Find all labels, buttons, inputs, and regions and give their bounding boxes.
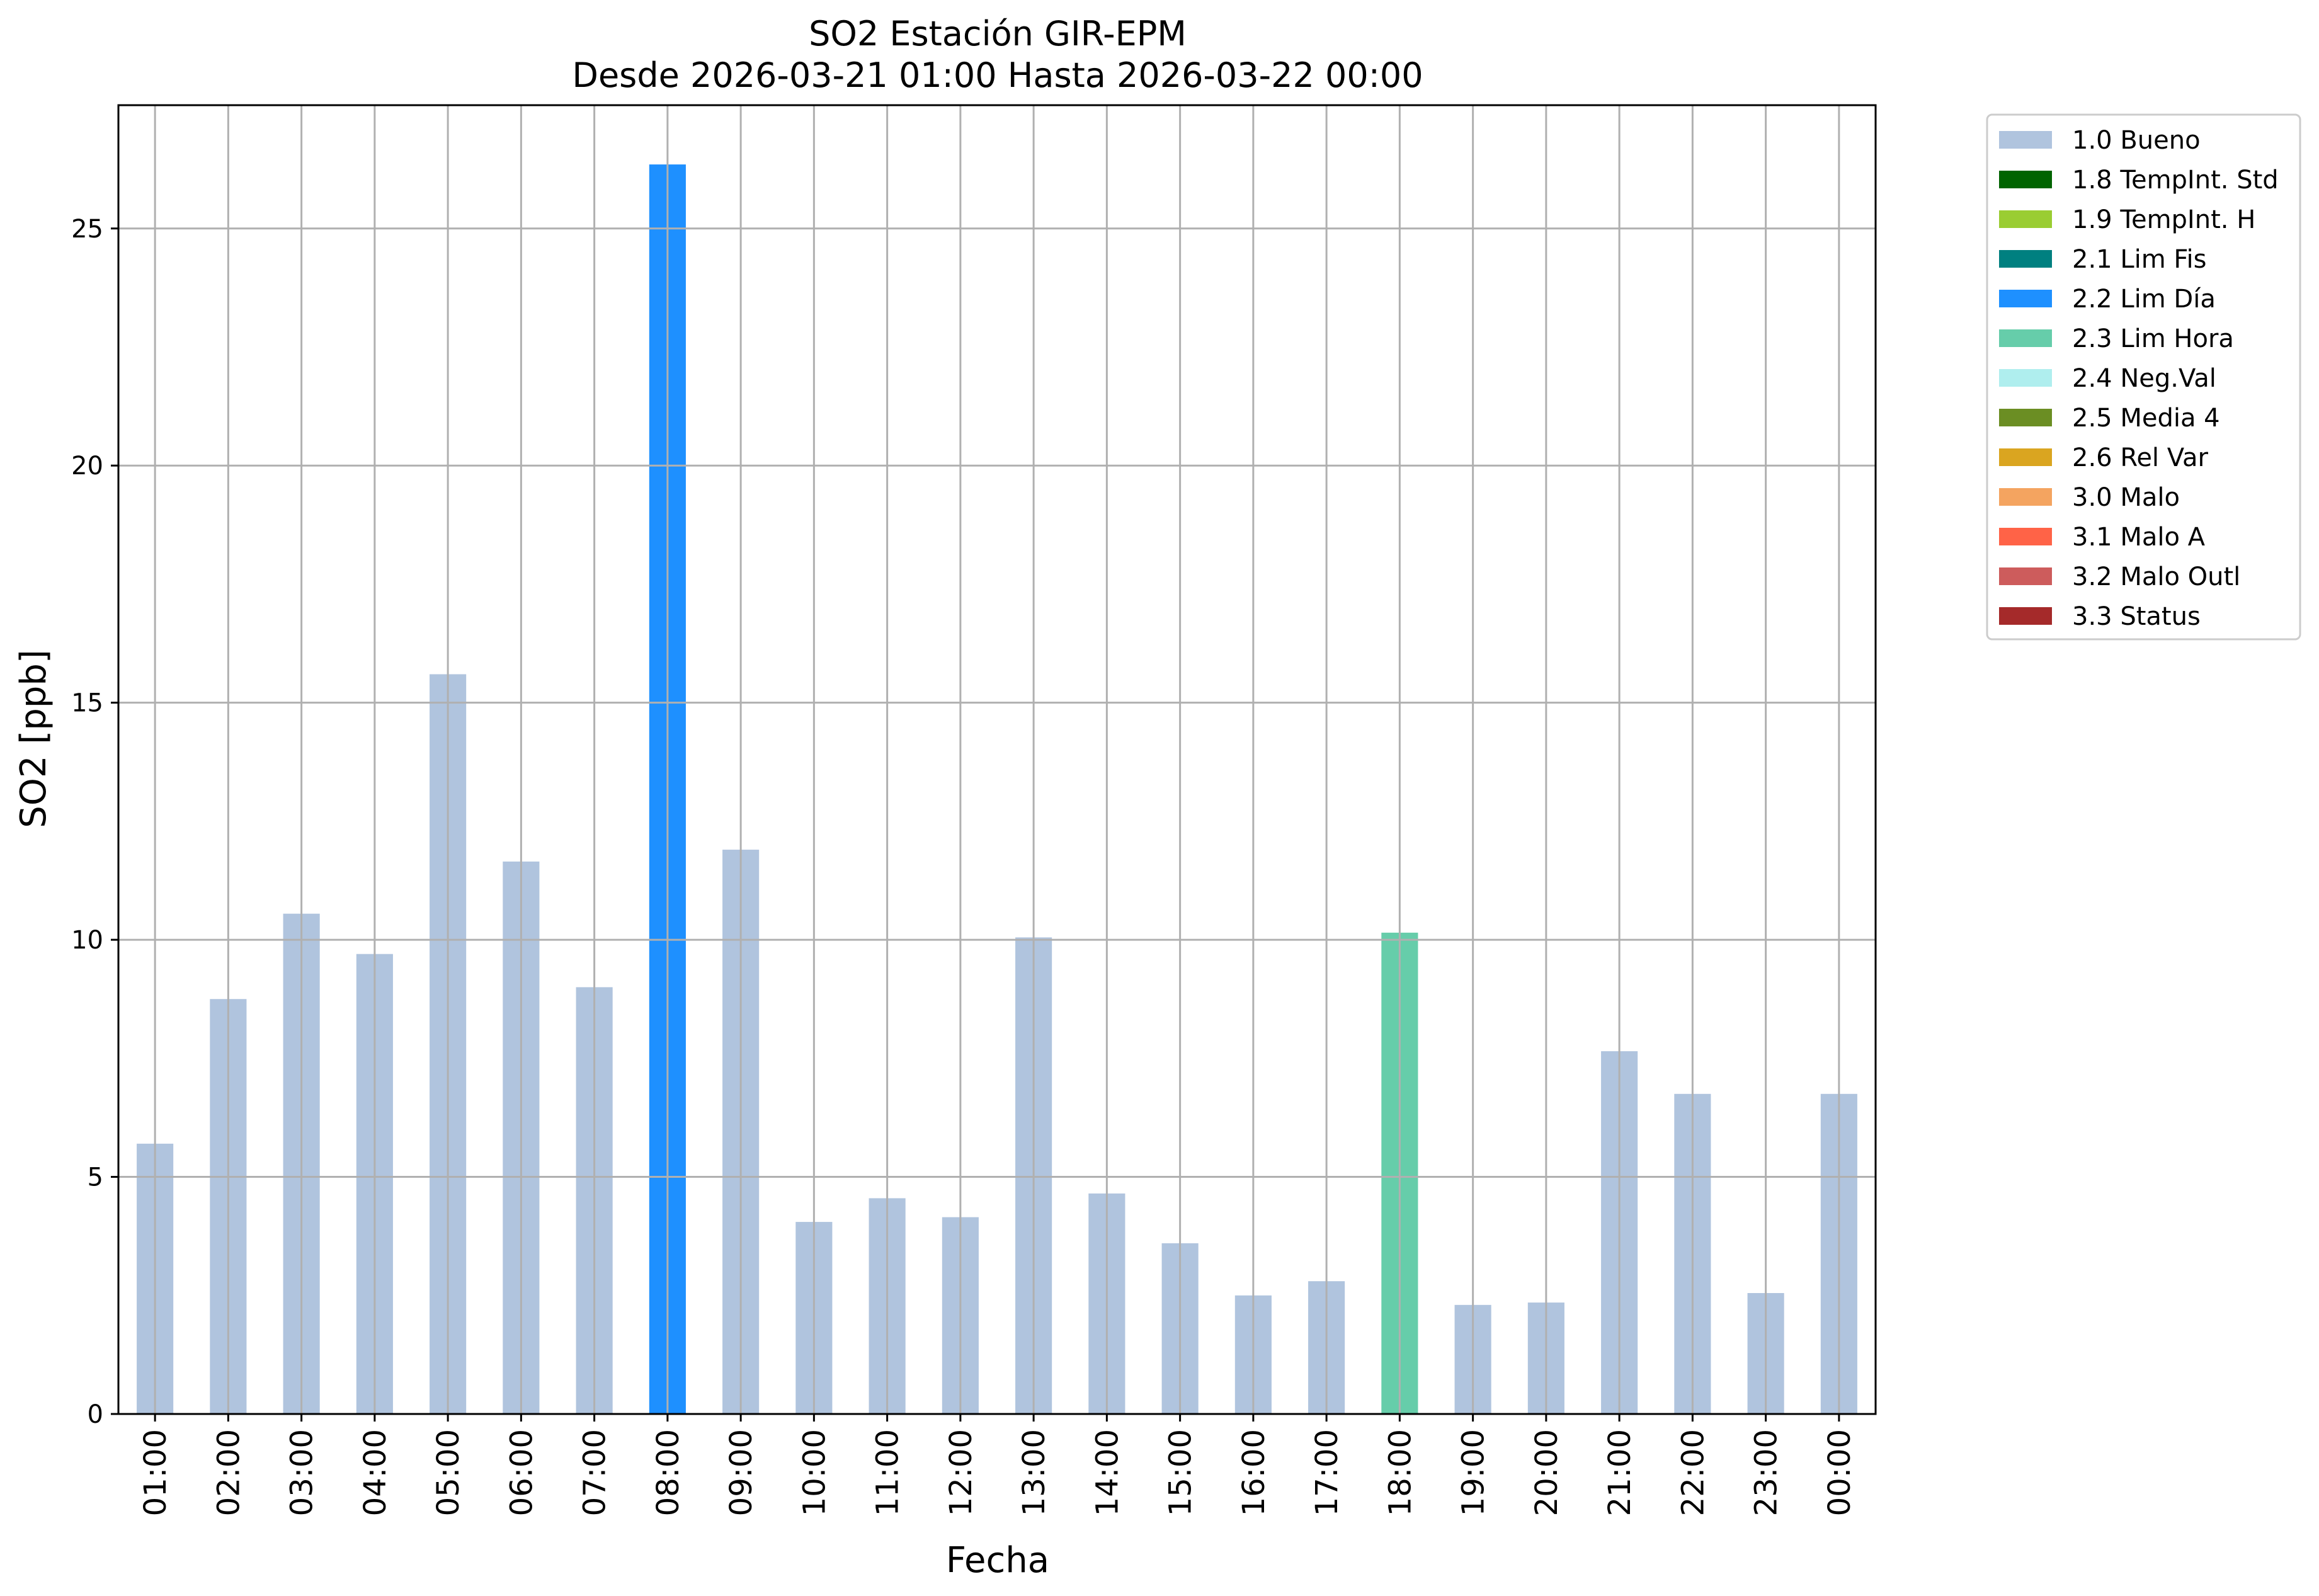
x-tick-label: 07:00 bbox=[578, 1429, 613, 1516]
legend-box bbox=[1986, 113, 2301, 641]
x-tick-label: 03:00 bbox=[285, 1429, 320, 1516]
legend-label: 1.9 TempInt. H bbox=[2072, 205, 2255, 234]
x-tick-label: 18:00 bbox=[1382, 1429, 1418, 1516]
y-tick-label: 0 bbox=[88, 1400, 103, 1429]
x-tick-label: 16:00 bbox=[1236, 1429, 1272, 1516]
legend-label: 3.3 Status bbox=[2072, 602, 2201, 631]
legend-label: 2.6 Rel Var bbox=[2072, 443, 2209, 472]
plot-frame bbox=[117, 104, 1877, 1415]
y-axis-ticks: 0 5 10 15 20 25 bbox=[71, 215, 118, 1429]
plot-border bbox=[117, 104, 1877, 1415]
x-tick-label: 12:00 bbox=[943, 1429, 979, 1516]
y-tick-label: 15 bbox=[71, 689, 103, 718]
x-tick-label: 09:00 bbox=[724, 1429, 759, 1516]
x-tick-label: 20:00 bbox=[1529, 1429, 1564, 1516]
legend-swatch bbox=[1999, 409, 2052, 426]
legend-label: 1.8 TempInt. Std bbox=[2072, 166, 2279, 195]
legend-label: 3.0 Malo bbox=[2072, 483, 2180, 512]
x-tick-label: 08:00 bbox=[651, 1429, 686, 1516]
y-tick-label: 25 bbox=[71, 215, 103, 244]
x-tick-label: 04:00 bbox=[358, 1429, 393, 1516]
y-tick-label: 10 bbox=[71, 926, 103, 955]
legend-label: 3.2 Malo Outl bbox=[2072, 562, 2240, 591]
legend-swatch bbox=[1999, 369, 2052, 387]
legend-label: 1.0 Bueno bbox=[2072, 126, 2201, 155]
x-tick-label: 00:00 bbox=[1822, 1429, 1857, 1516]
x-tick-label: 10:00 bbox=[797, 1429, 832, 1516]
legend-swatch bbox=[1999, 171, 2052, 188]
y-tick-label: 5 bbox=[88, 1163, 103, 1192]
legend-swatch bbox=[1999, 528, 2052, 545]
chart-subtitle: Desde 2026-03-21 01:00 Hasta 2026-03-22 … bbox=[572, 55, 1423, 95]
legend-label: 2.2 Lim Día bbox=[2072, 285, 2216, 314]
x-tick-label: 13:00 bbox=[1017, 1429, 1052, 1516]
y-tick-label: 20 bbox=[71, 452, 103, 481]
legend-swatch bbox=[1999, 448, 2052, 466]
legend: 1.0 Bueno 1.8 TempInt. Std 1.9 TempInt. H 2… bbox=[1986, 113, 2301, 641]
legend-label: 2.4 Neg.Val bbox=[2072, 364, 2216, 393]
legend-swatch bbox=[1999, 290, 2052, 307]
chart-title: SO2 Estación GIR-EPM bbox=[809, 14, 1187, 54]
x-tick-label: 05:00 bbox=[431, 1429, 466, 1516]
x-tick-label: 22:00 bbox=[1675, 1429, 1711, 1516]
x-tick-label: 15:00 bbox=[1163, 1429, 1199, 1516]
legend-label: 3.1 Malo A bbox=[2072, 523, 2206, 552]
legend-swatch bbox=[1999, 131, 2052, 149]
legend-swatch bbox=[1999, 567, 2052, 585]
x-tick-label: 02:00 bbox=[211, 1429, 246, 1516]
x-tick-label: 17:00 bbox=[1309, 1429, 1345, 1516]
x-tick-label: 14:00 bbox=[1090, 1429, 1125, 1516]
legend-swatch bbox=[1999, 488, 2052, 506]
x-tick-label: 23:00 bbox=[1749, 1429, 1784, 1516]
legend-label: 2.1 Lim Fis bbox=[2072, 245, 2206, 274]
legend-swatch bbox=[1999, 329, 2052, 347]
x-tick-label: 21:00 bbox=[1602, 1429, 1638, 1516]
x-tick-label: 06:00 bbox=[504, 1429, 539, 1516]
x-axis-ticks: 01:00 02:00 03:00 04:00 05:00 06:00 07:00 08:00… bbox=[138, 1414, 1857, 1516]
x-tick-label: 19:00 bbox=[1456, 1429, 1491, 1516]
legend-label: 2.3 Lim Hora bbox=[2072, 324, 2234, 353]
x-tick-label: 11:00 bbox=[870, 1429, 906, 1516]
legend-swatch bbox=[1999, 210, 2052, 228]
legend-swatch bbox=[1999, 607, 2052, 625]
x-tick-label: 01:00 bbox=[138, 1429, 173, 1516]
legend-label: 2.5 Media 4 bbox=[2072, 404, 2220, 433]
x-axis-label: Fecha bbox=[946, 1540, 1049, 1581]
legend-swatch bbox=[1999, 250, 2052, 268]
y-axis-label: SO2 [ppb] bbox=[13, 649, 54, 828]
bars bbox=[137, 164, 1857, 1414]
